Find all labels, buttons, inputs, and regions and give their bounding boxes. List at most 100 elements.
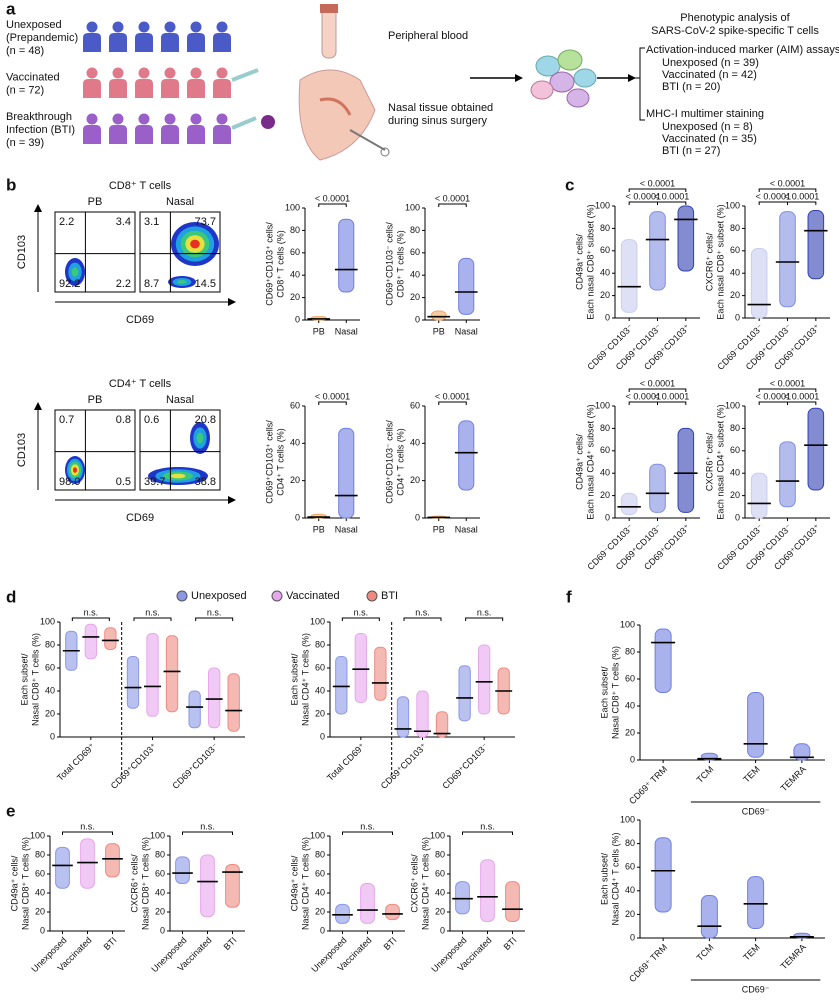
y-tick-label: 100 bbox=[310, 616, 325, 626]
data-range bbox=[654, 837, 672, 913]
quadrant-value: 3.4 bbox=[116, 216, 131, 228]
x-tick-label: Nasal bbox=[455, 524, 478, 534]
y-tick-label: 80 bbox=[625, 838, 635, 848]
annotation: < 0.0001 bbox=[654, 191, 689, 201]
person-icon bbox=[190, 67, 202, 79]
quadrant-value: 0.7 bbox=[59, 414, 74, 426]
density bbox=[177, 280, 187, 284]
y-tick-label: 40 bbox=[155, 887, 165, 897]
bracket bbox=[628, 188, 687, 192]
bracket bbox=[758, 188, 817, 192]
y-tick-label: 100 bbox=[30, 830, 45, 840]
person-icon bbox=[161, 79, 179, 98]
assay-item: Vaccinated (n = 42) bbox=[662, 69, 757, 81]
annotation: < 0.0001 bbox=[770, 378, 805, 388]
y-tick-label: 40 bbox=[290, 438, 300, 448]
panel-label: d bbox=[6, 587, 16, 606]
data-range bbox=[807, 209, 825, 280]
y-axis-label: CD8⁺ T cells (%) bbox=[275, 230, 285, 297]
x-tick-label: CD69⁺CD103⁺ bbox=[379, 741, 429, 791]
person-icon bbox=[112, 113, 124, 125]
y-tick-label: 80 bbox=[435, 849, 445, 859]
data-range bbox=[458, 420, 475, 491]
y-axis-label: Nasal CD4⁺ T cells (%) bbox=[420, 837, 430, 930]
y-tick-label: 100 bbox=[595, 400, 610, 410]
x-tick-label: Nasal bbox=[335, 524, 358, 534]
bracket bbox=[341, 617, 380, 621]
person-icon bbox=[213, 79, 231, 98]
y-tick-label: 0 bbox=[440, 925, 445, 935]
group-n: (n = 39) bbox=[6, 137, 44, 149]
y-axis-label: CD4⁺ T cells (%) bbox=[275, 428, 285, 495]
person-icon bbox=[187, 79, 205, 98]
person-icon bbox=[86, 113, 98, 125]
quadrant-value: 98.0 bbox=[59, 476, 80, 488]
y-axis-label: Each nasal CD8⁺ subset (%) bbox=[585, 204, 595, 319]
sample-label: Peripheral blood bbox=[388, 30, 468, 42]
person-icon bbox=[190, 113, 202, 125]
y-tick-label: 40 bbox=[730, 468, 740, 478]
person-icon bbox=[213, 33, 231, 52]
annotation: < 0.0001 bbox=[770, 178, 805, 188]
data-range bbox=[360, 883, 375, 924]
x-tick-label: Total CD69⁺ bbox=[325, 741, 367, 783]
data-range bbox=[200, 854, 215, 918]
data-range bbox=[335, 656, 348, 715]
y-tick-label: 100 bbox=[430, 830, 445, 840]
y-tick-label: 0 bbox=[40, 925, 45, 935]
y-tick-label: 0 bbox=[735, 512, 740, 522]
panel-label: b bbox=[6, 175, 16, 194]
legend-label: Vaccinated bbox=[286, 590, 340, 602]
y-tick-label: 0 bbox=[50, 731, 55, 741]
y-tick-label: 40 bbox=[35, 887, 45, 897]
y-tick-label: 0 bbox=[735, 312, 740, 322]
analysis-title: SARS-CoV-2 spike-specific T cells bbox=[651, 25, 819, 37]
sample-label: Nasal tissue obtained bbox=[388, 102, 493, 114]
bracket bbox=[462, 831, 513, 835]
arrow-head bbox=[34, 204, 42, 212]
y-tick-label: 20 bbox=[35, 906, 45, 916]
y-tick-label: 20 bbox=[625, 909, 635, 919]
panel-label: e bbox=[6, 801, 15, 820]
bracket bbox=[318, 203, 347, 207]
y-tick-label: 20 bbox=[435, 906, 445, 916]
y-tick-label: 80 bbox=[315, 849, 325, 859]
bracket bbox=[628, 388, 687, 392]
y-axis-label: CXCR6⁺ cells/ bbox=[704, 432, 714, 491]
data-range bbox=[338, 218, 355, 293]
bracket bbox=[62, 831, 113, 835]
y-tick-label: 60 bbox=[315, 868, 325, 878]
x-tick-label: TEM bbox=[741, 942, 762, 963]
assay-item: Vaccinated (n = 35) bbox=[662, 133, 757, 145]
y-tick-label: 40 bbox=[600, 468, 610, 478]
x-tick-label: BTI bbox=[382, 935, 399, 952]
y-tick-label: 80 bbox=[410, 225, 420, 235]
y-tick-label: 0 bbox=[320, 731, 325, 741]
bracket bbox=[758, 201, 788, 205]
annotation: < 0.0001 bbox=[784, 391, 819, 401]
y-tick-label: 40 bbox=[625, 700, 635, 710]
x-tick-label: Nasal bbox=[335, 326, 358, 336]
annotation: < 0.0001 bbox=[626, 391, 661, 401]
y-tick-label: 60 bbox=[315, 662, 325, 672]
y-tick-label: 0 bbox=[630, 754, 635, 764]
y-tick-label: 100 bbox=[405, 202, 420, 212]
y-axis-label: Nasal CD8⁺ T cells (%) bbox=[610, 646, 620, 739]
y-tick-label: 0 bbox=[160, 925, 165, 935]
y-tick-label: 80 bbox=[600, 423, 610, 433]
bracket bbox=[182, 831, 233, 835]
x-tick-label: Nasal bbox=[455, 326, 478, 336]
y-axis-label: Nasal CD4⁺ T cells (%) bbox=[300, 837, 310, 930]
annotation: < 0.0001 bbox=[640, 378, 675, 388]
person-icon bbox=[161, 125, 179, 144]
data-range bbox=[435, 711, 449, 738]
y-tick-label: 20 bbox=[315, 708, 325, 718]
group-name: (Prepandemic) bbox=[6, 32, 78, 44]
y-tick-label: 100 bbox=[725, 200, 740, 210]
data-range bbox=[750, 472, 768, 519]
y-axis-label: Each subset/ bbox=[599, 852, 609, 905]
y-tick-label: 0 bbox=[320, 925, 325, 935]
data-range bbox=[677, 205, 695, 272]
person-icon bbox=[83, 79, 101, 98]
group-name: Breakthrough bbox=[6, 111, 72, 123]
